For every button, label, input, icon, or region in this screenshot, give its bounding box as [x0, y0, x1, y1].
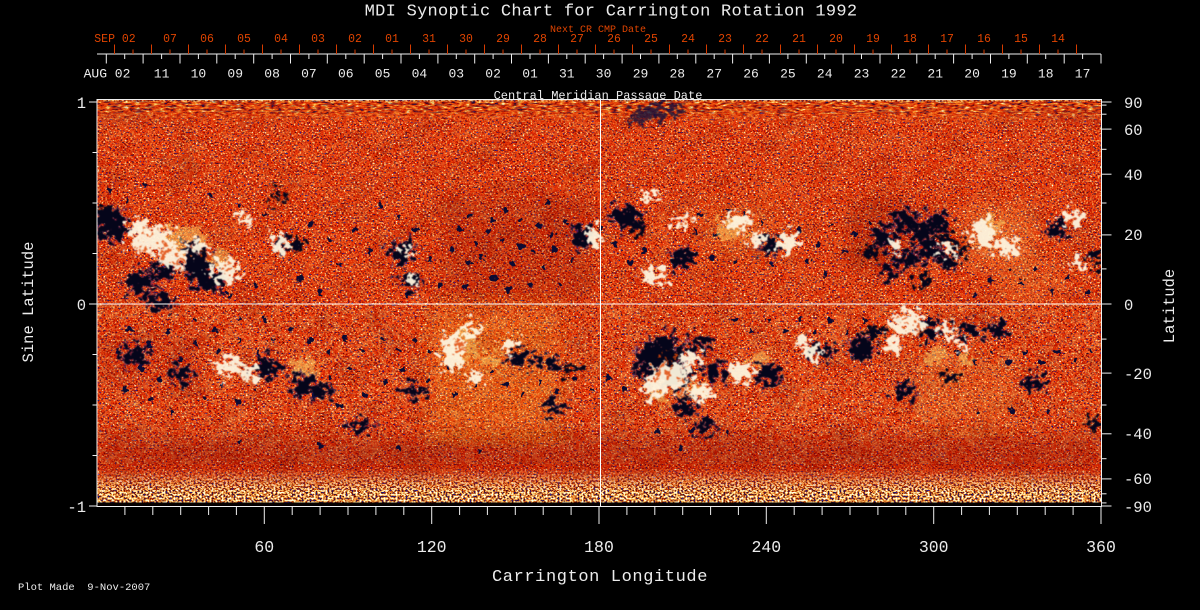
- svg-text:04: 04: [274, 33, 288, 46]
- svg-text:Carrington Longitude: Carrington Longitude: [492, 568, 708, 587]
- svg-text:10: 10: [191, 67, 207, 82]
- svg-text:360: 360: [1086, 538, 1116, 557]
- svg-text:Sine Latitude: Sine Latitude: [20, 242, 38, 363]
- svg-text:40: 40: [1124, 167, 1143, 185]
- svg-text:27: 27: [570, 33, 584, 46]
- svg-text:Central Meridian Passage Date: Central Meridian Passage Date: [494, 89, 703, 103]
- svg-text:60: 60: [1124, 122, 1143, 140]
- svg-text:21: 21: [927, 67, 943, 82]
- svg-text:28: 28: [533, 33, 547, 46]
- svg-text:05: 05: [237, 33, 251, 46]
- svg-text:Next CR CMP Date: Next CR CMP Date: [550, 25, 646, 36]
- svg-text:-40: -40: [1124, 426, 1152, 444]
- svg-text:24: 24: [681, 33, 695, 46]
- svg-text:SEP 02: SEP 02: [94, 33, 136, 46]
- svg-text:07: 07: [301, 67, 317, 82]
- svg-text:25: 25: [780, 67, 796, 82]
- svg-text:31: 31: [559, 67, 575, 82]
- svg-text:180: 180: [584, 538, 614, 557]
- svg-text:60: 60: [254, 538, 274, 557]
- svg-text:-20: -20: [1124, 366, 1152, 384]
- svg-text:240: 240: [751, 538, 781, 557]
- svg-text:MDI Synoptic Chart for Carring: MDI Synoptic Chart for Carrington Rotati…: [365, 3, 858, 22]
- svg-text:17: 17: [940, 33, 954, 46]
- svg-text:06: 06: [200, 33, 214, 46]
- svg-text:02: 02: [485, 67, 501, 82]
- svg-text:20: 20: [1124, 227, 1143, 245]
- svg-text:08: 08: [264, 67, 280, 82]
- svg-text:AUG 02: AUG 02: [84, 67, 131, 82]
- svg-text:20: 20: [964, 67, 980, 82]
- svg-text:20: 20: [829, 33, 843, 46]
- svg-text:24: 24: [817, 67, 833, 82]
- svg-text:17: 17: [1075, 67, 1091, 82]
- svg-text:30: 30: [596, 67, 612, 82]
- svg-text:21: 21: [792, 33, 806, 46]
- svg-text:1: 1: [77, 95, 86, 113]
- svg-text:18: 18: [1038, 67, 1054, 82]
- svg-text:-1: -1: [67, 499, 86, 517]
- svg-text:30: 30: [459, 33, 473, 46]
- svg-text:02: 02: [348, 33, 362, 46]
- svg-text:29: 29: [633, 67, 649, 82]
- svg-text:300: 300: [919, 538, 949, 557]
- svg-text:23: 23: [718, 33, 732, 46]
- svg-text:0: 0: [77, 297, 86, 315]
- svg-text:19: 19: [866, 33, 880, 46]
- svg-text:22: 22: [755, 33, 769, 46]
- svg-text:09: 09: [227, 67, 243, 82]
- svg-text:06: 06: [338, 67, 354, 82]
- svg-text:28: 28: [669, 67, 685, 82]
- svg-text:-90: -90: [1124, 499, 1152, 517]
- svg-text:03: 03: [448, 67, 464, 82]
- svg-text:04: 04: [412, 67, 428, 82]
- svg-text:16: 16: [977, 33, 991, 46]
- svg-text:18: 18: [903, 33, 917, 46]
- svg-text:01: 01: [522, 67, 538, 82]
- svg-text:15: 15: [1014, 33, 1028, 46]
- svg-text:27: 27: [706, 67, 722, 82]
- svg-text:90: 90: [1124, 95, 1143, 113]
- svg-text:05: 05: [375, 67, 391, 82]
- svg-text:26: 26: [607, 33, 621, 46]
- svg-text:01: 01: [385, 33, 399, 46]
- svg-text:23: 23: [854, 67, 870, 82]
- svg-text:Latitude: Latitude: [1161, 269, 1179, 343]
- svg-text:-60: -60: [1124, 471, 1152, 489]
- svg-text:22: 22: [891, 67, 907, 82]
- svg-text:120: 120: [417, 538, 447, 557]
- svg-text:29: 29: [496, 33, 510, 46]
- svg-text:0: 0: [1124, 297, 1133, 315]
- svg-text:Plot Made 9-Nov-2007: Plot Made 9-Nov-2007: [18, 582, 150, 594]
- svg-text:14: 14: [1051, 33, 1065, 46]
- svg-text:19: 19: [1001, 67, 1017, 82]
- svg-text:11: 11: [154, 67, 170, 82]
- svg-text:25: 25: [644, 33, 658, 46]
- svg-text:26: 26: [743, 67, 759, 82]
- svg-text:03: 03: [311, 33, 325, 46]
- svg-text:07: 07: [163, 33, 177, 46]
- svg-text:31: 31: [422, 33, 436, 46]
